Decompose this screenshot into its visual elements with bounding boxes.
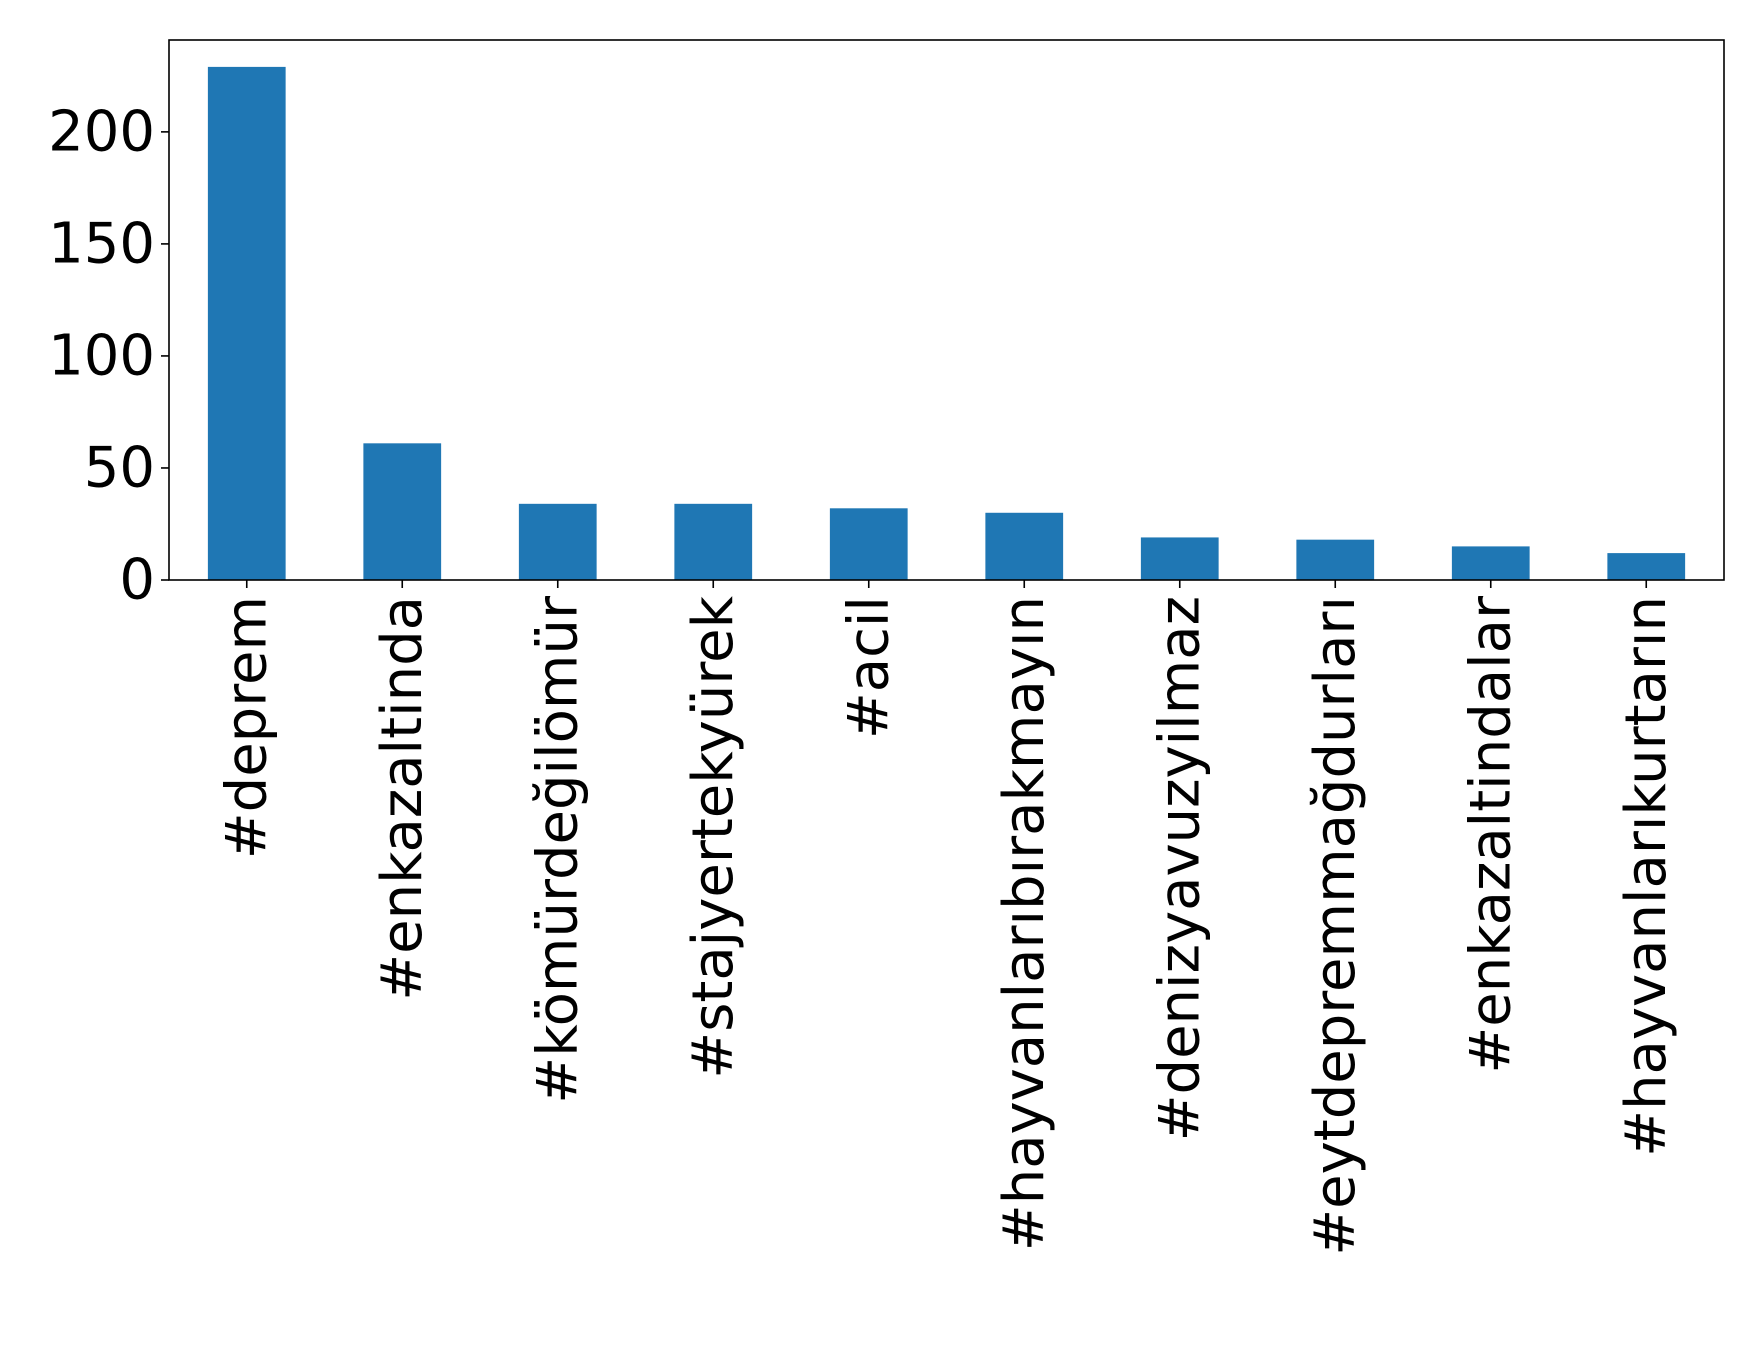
bar-3 [674,503,753,580]
bar-4 [829,508,908,580]
bar-6 [1140,537,1219,580]
bar-1 [363,443,442,580]
x-tick-label: #denizyavuzyilmaz [1147,596,1212,1141]
x-tick-label: #enkazaltindalar [1458,595,1523,1074]
bars-group [207,66,1686,580]
y-tick-label: 100 [48,323,155,388]
x-tick-label: #hayvanlarıkurtarın [1614,596,1679,1157]
bar-2 [518,503,597,580]
x-tick-label: #deprem [214,596,279,859]
bar-8 [1451,546,1530,580]
y-tick-label: 50 [84,435,155,500]
y-tick-label: 200 [48,99,155,164]
x-tick-label: #acil [836,596,901,739]
x-axis-ticks: #deprem #enkazaltinda #kömürdeğilömür #staj… [214,580,1679,1256]
x-tick-label: #kömürdeğilömür [525,595,590,1104]
x-tick-label: #stajyertekyürek [681,595,746,1078]
x-tick-label: #eytdepremmağdurları [1303,596,1368,1256]
x-tick-label: #enkazaltinda [370,596,435,1001]
plot-frame [168,39,1725,581]
x-tick-label: #hayvanlarıbırakmayın [992,596,1057,1251]
bar-9 [1607,553,1686,580]
bar-5 [985,512,1064,580]
bar-7 [1296,539,1375,580]
bar-0 [207,66,286,580]
y-tick-label: 0 [119,548,155,613]
y-tick-label: 150 [48,211,155,276]
y-axis-ticks: 0 50 100 150 200 [48,99,169,613]
